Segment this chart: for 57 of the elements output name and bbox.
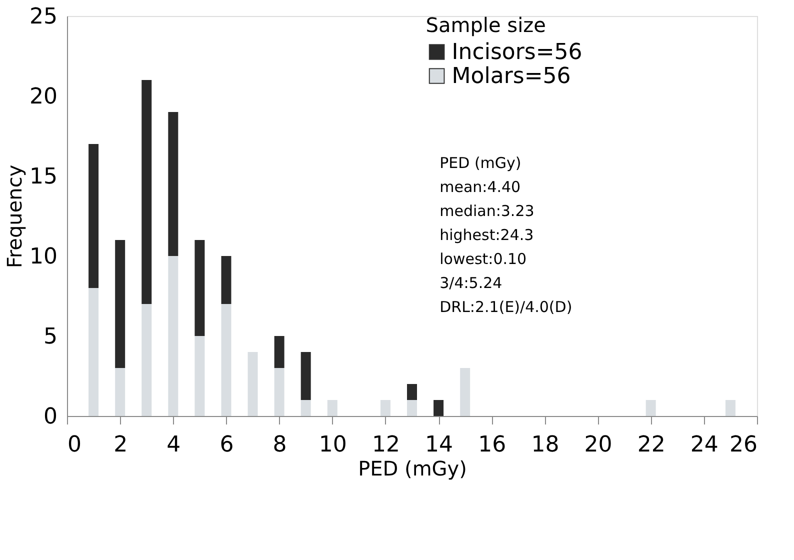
bar: [142, 80, 152, 304]
y-tick-label: 10: [30, 244, 58, 270]
x-tick-label: 14: [425, 432, 454, 458]
x-tick-label: 20: [584, 432, 612, 458]
x-tick-label: 10: [318, 432, 347, 458]
bar: [88, 144, 99, 288]
y-tick-label: 20: [30, 84, 58, 110]
x-tick-label: 12: [372, 432, 400, 458]
y-tick-label: 0: [44, 404, 58, 430]
annotation: DRL:2.1(E)/4.0(D): [440, 298, 572, 316]
annotation: lowest:0.10: [440, 250, 527, 268]
bar: [248, 352, 258, 416]
bar: [380, 400, 390, 416]
x-tick-label: 6: [220, 432, 234, 458]
bar: [115, 240, 126, 368]
y-tick-label: 15: [30, 164, 58, 190]
bar: [168, 256, 178, 416]
legend-label: Incisors=56: [452, 40, 582, 65]
legend-title: Sample size: [426, 13, 546, 37]
bar: [725, 400, 736, 416]
x-tick-label: 26: [730, 432, 758, 458]
bar: [194, 240, 205, 336]
x-tick-label: 0: [68, 432, 82, 458]
x-tick-label: 24: [690, 432, 718, 458]
bar: [300, 400, 311, 416]
y-axis-title: Frequency: [2, 164, 27, 268]
x-axis-title: PED (mGy): [358, 456, 467, 480]
bar: [646, 400, 656, 416]
x-tick-label: 8: [272, 432, 287, 458]
x-tick-label: 2: [114, 432, 128, 458]
annotation: median:3.23: [440, 202, 534, 220]
bar: [407, 400, 417, 416]
bar: [434, 400, 444, 416]
x-tick-label: 22: [637, 432, 666, 458]
bar: [194, 336, 205, 416]
bar: [221, 256, 232, 304]
bar: [88, 288, 99, 416]
annotation: 3/4:5.24: [440, 274, 502, 292]
bar: [407, 384, 417, 400]
legend-label: Molars=56: [452, 64, 571, 89]
bar: [300, 352, 311, 400]
bar: [460, 368, 470, 416]
bar: [327, 400, 338, 416]
x-tick-label: 4: [166, 432, 181, 458]
bar: [142, 304, 152, 416]
annotation: mean:4.40: [440, 178, 521, 196]
annotation: PED (mGy): [440, 154, 522, 172]
annotation: highest:24.3: [440, 226, 534, 244]
bar: [168, 112, 178, 256]
y-tick-label: 25: [30, 4, 58, 30]
bar: [274, 368, 284, 416]
bar: [274, 336, 284, 368]
bar: [221, 304, 232, 416]
x-tick-label: 18: [531, 432, 560, 458]
bar: [115, 368, 126, 416]
x-tick-label: 16: [478, 432, 506, 458]
y-tick-label: 5: [44, 324, 58, 350]
